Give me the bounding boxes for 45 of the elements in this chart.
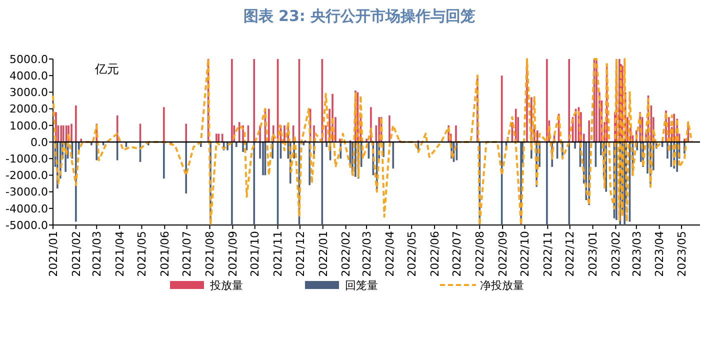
x-tick-label: 2022/12 xyxy=(564,231,577,277)
x-tick-label: 2022/10 xyxy=(518,231,532,277)
x-tick-label: 2022/11 xyxy=(542,231,555,277)
x-tick-label: 2022/06 xyxy=(428,231,442,277)
y-tick-label: -5000.0 xyxy=(6,218,48,232)
x-tick-label: 2023/02 xyxy=(610,231,623,277)
x-tick-label: 2022/01 xyxy=(316,231,330,277)
x-tick-label: 2022/03 xyxy=(360,231,374,277)
x-tick-label: 2021/01 xyxy=(46,231,60,277)
y-tick-label: 5000.0 xyxy=(10,52,48,66)
x-tick-label: 2021/02 xyxy=(70,231,83,277)
x-tick-label: 2022/07 xyxy=(450,231,464,277)
x-tick-label: 2022/09 xyxy=(496,231,510,277)
y-tick-label: 2000.0 xyxy=(10,102,48,116)
x-tick-label: 2023/05 xyxy=(675,231,688,277)
y-tick-label: -4000.0 xyxy=(6,202,48,216)
x-tick-label: 2021/03 xyxy=(90,231,104,277)
y-tick-label: -1000.0 xyxy=(6,152,48,166)
x-tick-label: 2021/10 xyxy=(248,231,262,277)
y-tick-label: 0.0 xyxy=(30,136,48,149)
y-tick-label: -3000.0 xyxy=(6,186,48,199)
x-tick-label: 2023/01 xyxy=(586,231,600,277)
x-tick-label: 2021/07 xyxy=(180,231,194,277)
legend-label: 回笼量 xyxy=(345,278,378,292)
x-tick-label: 2021/05 xyxy=(136,231,149,277)
x-tick-label: 2022/05 xyxy=(405,231,418,277)
legend-label: 投放量 xyxy=(209,278,243,292)
x-tick-label: 2021/04 xyxy=(113,231,126,277)
x-tick-label: 2023/03 xyxy=(630,231,644,277)
y-tick-label: 3000.0 xyxy=(10,86,48,100)
y-axis-title: 亿元 xyxy=(94,62,119,76)
x-tick-label: 2022/08 xyxy=(474,231,486,277)
x-tick-label: 2021/09 xyxy=(226,231,240,277)
x-tick-label: 2021/08 xyxy=(204,231,217,277)
x-tick-label: 2021/11 xyxy=(272,231,285,277)
chart-title: 图表 23: 央行公开市场操作与回笼 xyxy=(243,7,476,25)
x-tick-label: 2023/04 xyxy=(653,231,666,277)
y-tick-label: 1000.0 xyxy=(10,119,48,132)
x-tick-label: 2022/02 xyxy=(340,231,353,277)
y-tick-label: 4000.0 xyxy=(10,69,48,82)
x-tick-label: 2022/04 xyxy=(383,231,396,277)
legend-label: 净投放量 xyxy=(480,278,524,292)
x-tick-label: 2021/12 xyxy=(294,231,307,277)
y-tick-label: -2000.0 xyxy=(6,169,48,182)
x-tick-label: 2021/06 xyxy=(158,231,172,277)
